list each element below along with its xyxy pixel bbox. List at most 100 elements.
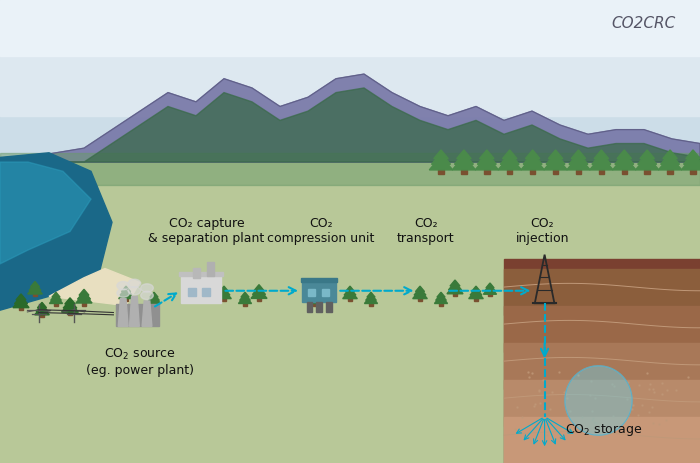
Polygon shape [589, 156, 613, 170]
Polygon shape [663, 150, 678, 159]
Polygon shape [437, 292, 445, 297]
Bar [125, 297, 127, 301]
Polygon shape [15, 296, 27, 304]
Polygon shape [567, 156, 590, 170]
Bar [0, 0, 700, 56]
Bar [202, 288, 210, 296]
Polygon shape [594, 150, 608, 159]
Bar [41, 313, 43, 317]
Polygon shape [565, 366, 632, 435]
Bar [622, 167, 627, 174]
Bar [316, 302, 322, 312]
Polygon shape [65, 298, 75, 304]
Polygon shape [130, 296, 139, 326]
Text: CO₂
transport: CO₂ transport [397, 218, 454, 245]
Polygon shape [435, 295, 447, 304]
Bar [322, 289, 329, 296]
Polygon shape [503, 150, 517, 159]
Polygon shape [470, 288, 482, 295]
Polygon shape [454, 153, 473, 164]
Polygon shape [118, 299, 128, 326]
Bar [19, 306, 23, 310]
Polygon shape [179, 272, 223, 276]
Bar [326, 302, 332, 312]
Bar [0, 0, 700, 185]
Bar [645, 167, 650, 174]
Text: CO$_2$ source
(eg. power plant): CO$_2$ source (eg. power plant) [86, 347, 194, 377]
Bar [308, 289, 315, 296]
Bar [504, 259, 700, 463]
Bar [504, 343, 700, 389]
Polygon shape [254, 285, 264, 291]
Polygon shape [500, 153, 519, 164]
Polygon shape [477, 153, 496, 164]
Bar [82, 301, 86, 306]
Bar [207, 262, 214, 276]
Polygon shape [217, 290, 231, 299]
Polygon shape [365, 294, 377, 300]
Polygon shape [681, 156, 700, 170]
Polygon shape [50, 295, 62, 304]
Polygon shape [52, 292, 60, 297]
Bar [314, 302, 316, 306]
Bar [438, 167, 444, 174]
Polygon shape [416, 286, 424, 292]
Polygon shape [344, 288, 356, 295]
Polygon shape [429, 156, 453, 170]
Bar [504, 269, 700, 315]
Polygon shape [28, 285, 42, 294]
Polygon shape [119, 290, 133, 299]
Bar [68, 310, 72, 315]
Circle shape [128, 279, 141, 288]
Polygon shape [346, 286, 354, 292]
Polygon shape [31, 282, 39, 287]
Bar [223, 297, 225, 301]
Polygon shape [148, 295, 160, 304]
Polygon shape [548, 150, 563, 159]
Bar [667, 167, 673, 174]
Bar [34, 292, 36, 296]
Polygon shape [365, 295, 377, 304]
Polygon shape [612, 156, 636, 170]
Bar [504, 306, 700, 352]
Polygon shape [36, 304, 48, 311]
Polygon shape [79, 289, 89, 295]
Bar [461, 167, 467, 174]
Circle shape [128, 287, 141, 295]
Bar [504, 380, 700, 426]
Polygon shape [414, 288, 426, 295]
Polygon shape [617, 150, 631, 159]
Polygon shape [686, 150, 700, 159]
Bar [188, 288, 196, 296]
Bar [484, 167, 489, 174]
Polygon shape [0, 74, 700, 162]
Polygon shape [452, 156, 475, 170]
Polygon shape [253, 287, 265, 294]
Polygon shape [569, 153, 588, 164]
Polygon shape [413, 290, 427, 299]
Polygon shape [0, 162, 700, 463]
Polygon shape [683, 153, 700, 164]
Polygon shape [472, 286, 480, 292]
Bar [116, 304, 159, 326]
Bar [507, 167, 512, 174]
Bar [302, 282, 336, 302]
Polygon shape [523, 153, 542, 164]
Bar [181, 276, 221, 303]
Polygon shape [638, 153, 657, 164]
Polygon shape [546, 153, 565, 164]
Text: CO₂
injection: CO₂ injection [516, 218, 569, 245]
Polygon shape [343, 290, 357, 299]
Polygon shape [13, 298, 29, 307]
Polygon shape [640, 150, 655, 159]
Polygon shape [251, 289, 267, 299]
Bar [257, 296, 261, 301]
Polygon shape [148, 294, 160, 300]
Polygon shape [484, 285, 496, 291]
Polygon shape [544, 156, 567, 170]
Polygon shape [309, 294, 321, 300]
Bar [193, 268, 200, 278]
Polygon shape [76, 294, 92, 303]
Polygon shape [142, 301, 152, 326]
Polygon shape [29, 283, 41, 290]
